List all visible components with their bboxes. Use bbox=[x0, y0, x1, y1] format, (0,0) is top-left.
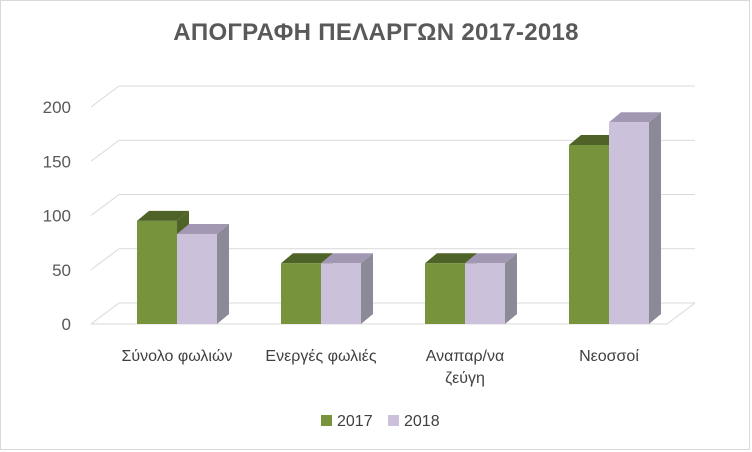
bar-2017-0 bbox=[137, 220, 177, 324]
bar-side bbox=[217, 223, 229, 324]
bar-2017-2 bbox=[425, 263, 465, 324]
x-category-label: Νεοσσοί bbox=[579, 348, 639, 365]
bar-top bbox=[177, 223, 229, 234]
gridline-depth bbox=[90, 194, 120, 216]
bar-side bbox=[649, 112, 661, 324]
y-tick-label: 200 bbox=[43, 98, 71, 117]
legend-label: 2018 bbox=[404, 413, 440, 430]
y-tick-label: 0 bbox=[62, 315, 71, 334]
bar-top bbox=[321, 253, 373, 264]
bar-2018-1 bbox=[321, 263, 361, 324]
chart-title: ΑΠΟΓΡΑΦΗ ΠΕΛΑΡΓΩΝ 2017-2018 bbox=[173, 19, 579, 46]
gridline-depth bbox=[90, 85, 120, 108]
gridline-depth bbox=[90, 139, 120, 162]
bar-top bbox=[425, 253, 477, 264]
floor-side-edge bbox=[666, 302, 696, 325]
bar-top bbox=[465, 253, 517, 264]
x-category-label: Σύνολο φωλιών bbox=[122, 348, 233, 365]
gridline-depth bbox=[90, 302, 120, 325]
legend: 2017 2018 bbox=[321, 413, 440, 430]
bar-2018-3 bbox=[609, 122, 649, 324]
y-tick-label: 100 bbox=[43, 207, 71, 226]
bar-top bbox=[569, 134, 621, 145]
x-category-label: Ενεργές φωλιές bbox=[265, 348, 376, 365]
x-category-label: Αναπαρ/να ζεύγη bbox=[426, 348, 505, 387]
bar-side bbox=[505, 253, 517, 324]
bar-top bbox=[281, 253, 333, 264]
bar-2017-1 bbox=[281, 263, 321, 324]
bar-2018-0 bbox=[177, 233, 217, 324]
gridline-depth bbox=[90, 248, 120, 271]
bar-2017-3 bbox=[569, 144, 609, 324]
y-tick-label: 150 bbox=[43, 152, 71, 171]
legend-swatch bbox=[321, 415, 332, 426]
bar-top bbox=[137, 210, 189, 221]
y-tick-label: 50 bbox=[52, 261, 71, 280]
bar-side bbox=[361, 253, 373, 324]
legend-swatch bbox=[388, 415, 399, 426]
legend-label: 2017 bbox=[337, 413, 373, 430]
bar-top bbox=[609, 112, 661, 123]
bars bbox=[137, 112, 661, 324]
bar-2018-2 bbox=[465, 263, 505, 324]
